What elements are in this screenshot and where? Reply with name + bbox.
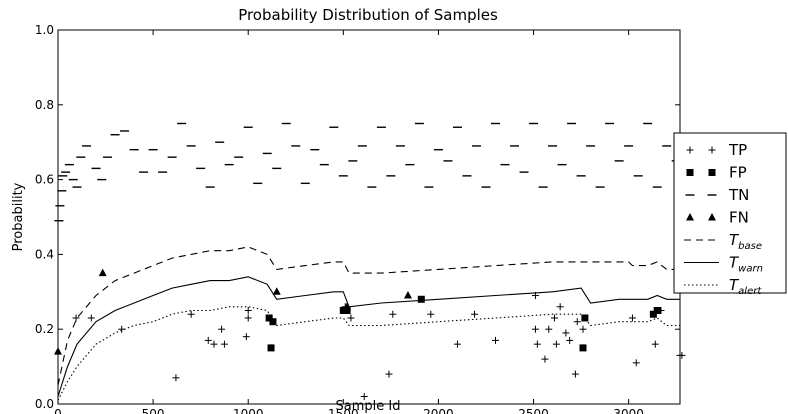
series-fn: [54, 268, 412, 355]
point-tp: [562, 329, 570, 337]
point-tp: [72, 314, 80, 322]
point-tp: [389, 310, 397, 318]
legend-label: TN: [728, 186, 749, 204]
plot-frame: [57, 29, 681, 405]
point-fp: [579, 344, 587, 352]
series-line-t-base: [57, 246, 680, 386]
point-fn: [272, 287, 281, 295]
legend-label-subscript: base: [738, 241, 762, 252]
legend-item-tp: TP: [686, 141, 747, 159]
point-tp: [471, 310, 479, 318]
legend-label: FP: [729, 164, 747, 182]
y-axis: 0.0 0.2 0.4 0.6 0.8 1.0: [35, 23, 680, 411]
point-fp: [267, 344, 275, 352]
point-tp: [427, 310, 435, 318]
y-tick-label: 0.8: [35, 98, 54, 112]
point-tp: [385, 370, 393, 378]
point-tp: [187, 310, 195, 318]
point-tp: [571, 370, 579, 378]
point-tp: [556, 303, 564, 311]
point-fp: [339, 307, 347, 314]
legend-label: FN: [729, 209, 749, 227]
point-tp: [244, 307, 252, 314]
point-tp: [210, 340, 218, 348]
x-tick-label: 1000: [233, 407, 264, 414]
point-fp: [265, 314, 273, 322]
legend-marker: [708, 146, 716, 154]
plot-area: [54, 29, 686, 405]
legend-marker: [686, 146, 694, 154]
point-tp: [552, 340, 560, 348]
point-tp: [242, 333, 250, 341]
y-tick-label: 0.4: [35, 247, 54, 261]
point-tp: [573, 318, 581, 326]
x-tick-label: 3000: [613, 407, 644, 414]
point-tp: [678, 351, 686, 359]
point-tp: [218, 325, 226, 333]
x-tick-label: 1500: [328, 407, 359, 414]
point-fn: [54, 347, 62, 355]
legend-item-fn: FN: [686, 209, 749, 227]
series-tp: [72, 292, 686, 401]
y-tick-label: 0.6: [35, 173, 54, 187]
point-tp: [566, 336, 574, 344]
point-tp: [628, 314, 636, 322]
series-line-t-warn: [57, 276, 680, 397]
legend-marker: [708, 169, 716, 176]
y-tick-label: 1.0: [35, 23, 54, 37]
point-tp: [632, 359, 640, 367]
series-fp: [265, 295, 661, 352]
x-axis-title: Sample Id: [336, 399, 401, 414]
y-axis-title: Probability: [11, 182, 26, 251]
series-tn: [54, 122, 681, 222]
x-tick-label: 500: [142, 407, 165, 414]
y-tick-label: 0.2: [35, 322, 54, 336]
x-axis: 0 500 1000 1500 2000 2500 3000: [54, 30, 644, 414]
point-tp: [531, 292, 539, 300]
point-tp: [533, 340, 541, 348]
legend-marker: [686, 169, 694, 176]
point-tp: [204, 336, 212, 344]
point-fp: [417, 295, 425, 303]
point-fn: [403, 291, 412, 299]
y-tick-label: 0.0: [35, 397, 54, 411]
chart-title: Probability Distribution of Samples: [238, 6, 498, 24]
point-fp: [581, 314, 589, 322]
point-fn: [98, 268, 107, 277]
point-fp: [343, 307, 351, 314]
point-tp: [172, 374, 180, 382]
point-tp: [244, 314, 252, 322]
legend-box: [673, 132, 787, 294]
point-tp: [579, 325, 587, 333]
legend-label-subscript: alert: [738, 286, 762, 297]
point-fn: [343, 302, 352, 310]
point-tp: [541, 355, 549, 363]
point-fp: [649, 310, 657, 318]
x-tick-label: 2500: [518, 407, 549, 414]
point-tp: [220, 340, 228, 348]
point-tp: [118, 325, 126, 333]
point-tp: [550, 314, 558, 322]
point-fp: [269, 318, 277, 326]
legend-item-tn: TN: [685, 186, 749, 204]
point-tp: [491, 336, 499, 344]
legend-item-fp: FP: [686, 164, 747, 182]
x-tick-label: 2000: [423, 407, 454, 414]
point-tp: [87, 314, 95, 322]
x-tick-label: 0: [54, 407, 62, 414]
legend-label: TP: [728, 141, 747, 159]
legend-label-subscript: warn: [738, 264, 763, 275]
point-tp: [347, 314, 355, 322]
legend-marker: [686, 213, 694, 221]
legend-marker: [708, 213, 716, 221]
point-fp: [653, 307, 661, 314]
point-tp: [651, 340, 659, 348]
point-tp: [531, 325, 539, 333]
point-tp: [545, 325, 553, 333]
point-tp: [360, 393, 368, 401]
point-tp: [453, 340, 461, 348]
